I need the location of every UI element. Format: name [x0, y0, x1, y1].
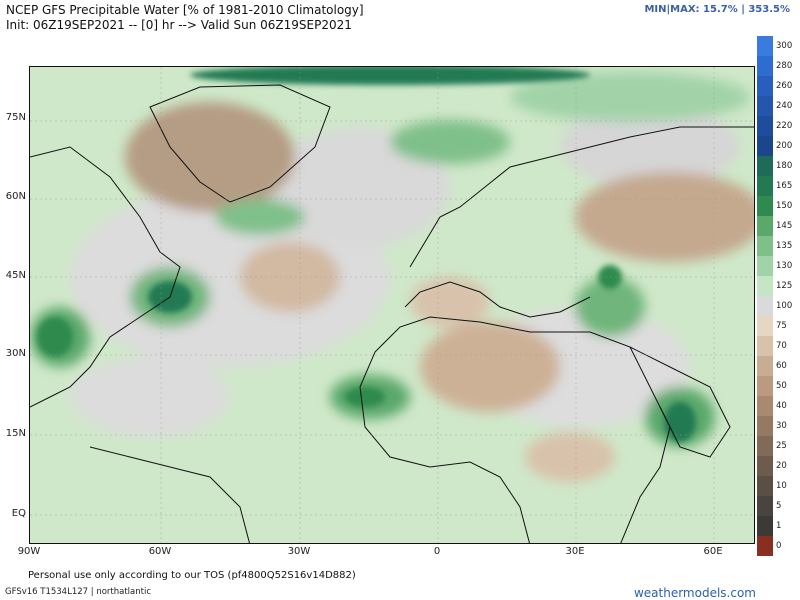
colorbar-segment	[757, 196, 773, 216]
title-line-2: Init: 06Z19SEP2021 -- [0] hr --> Valid S…	[6, 18, 352, 32]
colorbar-segment	[757, 136, 773, 156]
lon-label-0: 0	[433, 546, 441, 557]
colorbar-segment	[757, 276, 773, 296]
brand-link[interactable]: weathermodels.com	[633, 586, 756, 600]
colorbar-segment	[757, 236, 773, 256]
lon-label-90w: 90W	[17, 546, 41, 557]
lat-label-eq: EQ	[11, 508, 26, 519]
title-line-1: NCEP GFS Precipitable Water [% of 1981-2…	[6, 3, 364, 17]
colorbar-segment	[757, 296, 773, 316]
colorbar-label: 135	[776, 241, 793, 251]
model-info: GFSv16 T1534L127 | northatlantic	[5, 587, 151, 597]
colorbar-segment	[757, 396, 773, 416]
colorbar-label: 300	[776, 41, 793, 51]
colorbar-label: 240	[776, 101, 793, 111]
colorbar-label: 75	[776, 321, 787, 331]
coastlines	[30, 84, 754, 543]
colorbar-label: 125	[776, 281, 793, 291]
map-title: NCEP GFS Precipitable Water [% of 1981-2…	[6, 3, 364, 33]
colorbar-label: 145	[776, 221, 793, 231]
map-canvas	[30, 67, 754, 543]
colorbar-segment	[757, 96, 773, 116]
lat-label-30n: 30N	[5, 348, 26, 359]
colorbar-segment	[757, 416, 773, 436]
minmax-readout: MIN|MAX: 15.7% | 353.5%	[644, 4, 790, 15]
colorbar	[757, 36, 773, 556]
colorbar-segment	[757, 496, 773, 516]
colorbar-segment	[757, 516, 773, 536]
lon-label-60w: 60W	[148, 546, 172, 557]
colorbar-label: 10	[776, 481, 787, 491]
colorbar-segment	[757, 316, 773, 336]
colorbar-label: 50	[776, 381, 787, 391]
graticule	[30, 67, 754, 543]
colorbar-label: 150	[776, 201, 793, 211]
colorbar-segment	[757, 256, 773, 276]
tos-notice: Personal use only according to our TOS (…	[28, 570, 356, 581]
colorbar-segment	[757, 376, 773, 396]
colorbar-segment	[757, 216, 773, 236]
lat-label-75n: 75N	[5, 112, 26, 123]
colorbar-label: 0	[776, 541, 782, 551]
colorbar-segment	[757, 476, 773, 496]
lon-label-60e: 60E	[703, 546, 723, 557]
colorbar-label: 70	[776, 341, 787, 351]
lon-label-30w: 30W	[287, 546, 311, 557]
colorbar-label: 5	[776, 501, 782, 511]
colorbar-segment	[757, 456, 773, 476]
moisture-plumes	[37, 67, 696, 442]
colorbar-segment	[757, 56, 773, 76]
lat-label-45n: 45N	[5, 270, 26, 281]
colorbar-segment	[757, 36, 773, 56]
colorbar-label: 180	[776, 161, 793, 171]
lat-label-60n: 60N	[5, 191, 26, 202]
colorbar-label: 30	[776, 421, 787, 431]
colorbar-label: 220	[776, 121, 793, 131]
colorbar-segment	[757, 356, 773, 376]
colorbar-label: 280	[776, 61, 793, 71]
precipitable-water-map	[29, 66, 755, 544]
colorbar-segment	[757, 76, 773, 96]
colorbar-label: 25	[776, 441, 787, 451]
colorbar-segment	[757, 176, 773, 196]
colorbar-label: 130	[776, 261, 793, 271]
colorbar-segment	[757, 536, 773, 556]
colorbar-label: 40	[776, 401, 787, 411]
anomaly-field	[30, 72, 754, 482]
colorbar-label: 20	[776, 461, 787, 471]
colorbar-label: 100	[776, 301, 793, 311]
colorbar-label: 200	[776, 141, 793, 151]
colorbar-segment	[757, 436, 773, 456]
colorbar-segment	[757, 336, 773, 356]
colorbar-segment	[757, 156, 773, 176]
lon-label-30e: 30E	[565, 546, 585, 557]
lat-label-15n: 15N	[5, 428, 26, 439]
colorbar-label: 165	[776, 181, 793, 191]
colorbar-label: 1	[776, 521, 782, 531]
colorbar-label: 260	[776, 81, 793, 91]
colorbar-label: 60	[776, 361, 787, 371]
colorbar-segment	[757, 116, 773, 136]
